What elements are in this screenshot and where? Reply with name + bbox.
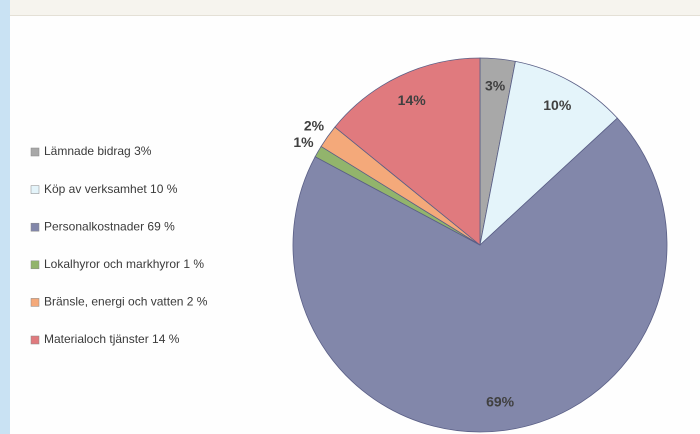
- legend-swatch: [30, 147, 40, 157]
- legend-label: Personalkostnader 69 %: [44, 219, 175, 233]
- legend-swatch: [30, 335, 40, 345]
- legend-label: Materialoch tjänster 14 %: [44, 332, 180, 346]
- legend-swatch: [30, 298, 40, 307]
- legend-swatch: [30, 260, 40, 270]
- pie-slice: [334, 57, 481, 246]
- legend-swatch: [30, 185, 40, 194]
- data-label: 3%: [485, 77, 506, 93]
- data-label: 69%: [486, 393, 515, 409]
- data-label: 10%: [543, 97, 572, 113]
- legend: Lämnade bidrag 3% Köp av verksamhet 10 % P…: [30, 144, 208, 346]
- legend-label: Köp av verksamhet 10 %: [44, 182, 178, 196]
- pie: 3% 10% 69% 1%2% 14%: [292, 57, 668, 433]
- data-label: 2%: [304, 117, 325, 133]
- top-band: [0, 0, 700, 15]
- left-strip: [0, 0, 10, 434]
- data-label: 14%: [398, 92, 427, 108]
- legend-swatch: [30, 222, 40, 232]
- pie-slice: [292, 117, 668, 433]
- pie-slice: [479, 60, 618, 247]
- legend-label: Lokalhyror och markhyror 1 %: [44, 257, 204, 271]
- legend-label: Lämnade bidrag 3%: [44, 144, 152, 158]
- data-label: 1%: [293, 134, 314, 150]
- legend-label: Bränsle, energi och vatten 2 %: [44, 295, 208, 309]
